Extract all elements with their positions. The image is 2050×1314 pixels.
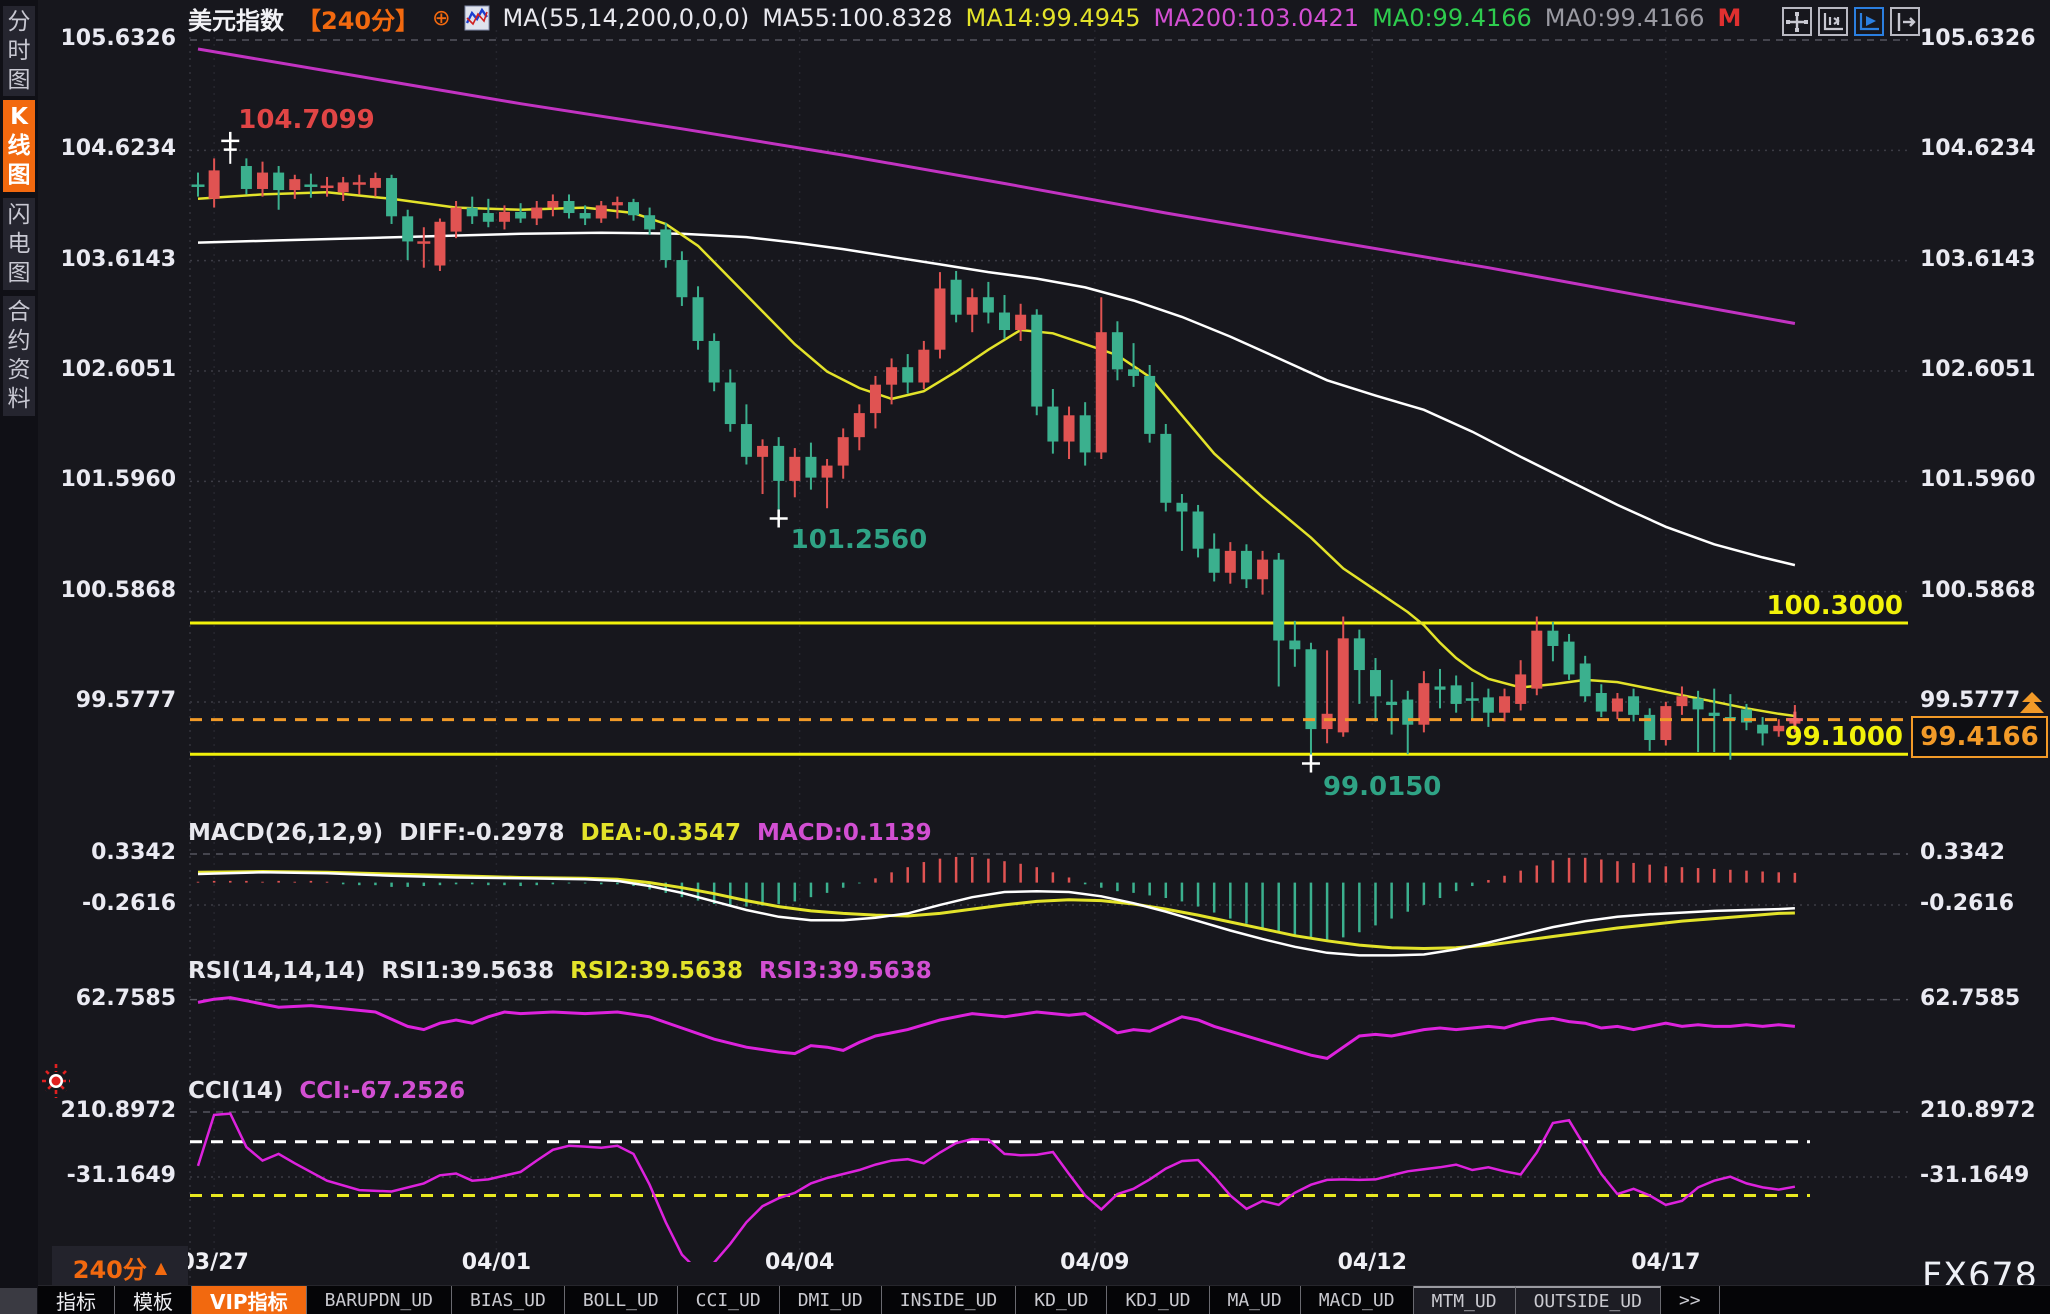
indicator-tab-VIP[interactable]: VIP指标: [192, 1286, 307, 1314]
main-axis-label: 101.5960: [60, 467, 176, 493]
ma-params: MA(55,14,200,0,0,0): [502, 4, 750, 32]
main-axis-label: 101.5960: [1920, 467, 2036, 493]
macd-diff-value: DIFF:-0.2978: [399, 820, 565, 846]
main-axis-label: 105.6326: [1920, 26, 2036, 51]
symbol-title: 美元指数: [188, 6, 284, 35]
rsi3-value: RSI3:39.5638: [758, 958, 932, 984]
indicator-tab-DMIUD[interactable]: DMI_UD: [780, 1286, 882, 1314]
main-axis-label: 103.6143: [1920, 246, 2036, 272]
rsi-axis-label: 62.7585: [1920, 985, 2021, 1011]
main-axis-label: 99.5777: [1920, 688, 2021, 713]
main-axis-label: 105.6326: [60, 26, 176, 51]
cci-axis-label: -31.1649: [1920, 1163, 2030, 1188]
indicator-tab-CCIUD[interactable]: CCI_UD: [678, 1286, 780, 1314]
chart-header: 美元指数 【240分】 ⊕ MA(55,14,200,0,0,0) MA55:1…: [188, 2, 1742, 35]
indicator-tab-MACDUD[interactable]: MACD_UD: [1301, 1286, 1414, 1314]
chart-toolbar: [1782, 7, 1920, 36]
cci-panel-title: CCI(14) CCI:-67.2526: [188, 1078, 465, 1104]
macd-title: MACD(26,12,9): [188, 820, 384, 846]
ma0-gray-value: MA0:99.4166: [1544, 4, 1705, 32]
extreme-price-label: 101.2560: [790, 524, 928, 555]
macd-axis-label: 0.3342: [1920, 840, 2005, 865]
cci-axis-label: -31.1649: [66, 1163, 176, 1188]
indicator-tab-MTMUD[interactable]: MTM_UD: [1413, 1286, 1516, 1314]
indicator-tab-BARUPDNUD[interactable]: BARUPDN_UD: [307, 1286, 452, 1314]
macd-axis-label: -0.2616: [81, 891, 176, 916]
pane-shift-icon[interactable]: [1890, 7, 1920, 36]
sidebar-tab-3[interactable]: 闪电图: [3, 198, 35, 290]
indicator-tab-INSIDEUD[interactable]: INSIDE_UD: [882, 1286, 1017, 1314]
cci-axis-label: 210.8972: [60, 1098, 176, 1123]
x-axis-date: 04/17: [1631, 1250, 1701, 1275]
main-axis-label: 100.5868: [1920, 577, 2036, 603]
indicator-tab-KDUD[interactable]: KD_UD: [1016, 1286, 1108, 1314]
indicator-tab-BOLLUD[interactable]: BOLL_UD: [565, 1286, 678, 1314]
main-axis-label: 102.6051: [60, 357, 176, 382]
ma-indicator-icon[interactable]: [464, 5, 490, 31]
sidebar-tab-1[interactable]: 分时图: [3, 6, 35, 96]
macd-axis-label: 0.3342: [91, 840, 176, 865]
m-indicator-label: M: [1717, 4, 1742, 32]
ma0-green-value: MA0:99.4166: [1372, 4, 1532, 32]
extreme-price-label: 104.7099: [238, 104, 375, 135]
resistance-label: 100.3000: [1766, 591, 1903, 622]
macd-panel-title: MACD(26,12,9) DIFF:-0.2978 DEA:-0.3547 M…: [188, 820, 932, 846]
cci-value: CCI:-67.2526: [299, 1078, 466, 1104]
rsi-title: RSI(14,14,14): [188, 958, 366, 984]
rsi-axis-label: 62.7585: [75, 985, 176, 1011]
ma55-value: MA55:100.8328: [762, 4, 953, 32]
period-selector-label: 240分: [72, 1255, 147, 1284]
indicator-tabbar: 指标 模板 VIP指标 BARUPDN_UD BIAS_UD BOLL_UD CCI_UD D…: [38, 1285, 2050, 1314]
main-axis-label: 100.5868: [60, 577, 176, 603]
support-label: 99.1000: [1784, 722, 1903, 753]
main-axis-label: 104.6234: [1920, 136, 2036, 162]
macd-dea-value: DEA:-0.3547: [580, 820, 742, 846]
add-compare-icon[interactable]: ⊕: [432, 5, 451, 31]
cci-title: CCI(14): [188, 1078, 284, 1104]
indicator-tab-[interactable]: 模板: [115, 1286, 192, 1314]
main-axis-label: 99.5777: [75, 688, 176, 713]
rsi-panel-title: RSI(14,14,14) RSI1:39.5638 RSI2:39.5638 …: [188, 958, 932, 984]
macd-axis-label: -0.2616: [1920, 891, 2015, 916]
last-price-box: 99.4166: [1911, 716, 2048, 758]
x-axis-date: 04/04: [765, 1250, 835, 1275]
main-axis-label: 104.6234: [60, 136, 176, 162]
main-axis-label: 102.6051: [1920, 357, 2036, 382]
indicator-tab-[interactable]: 指标: [38, 1286, 115, 1314]
sidebar-tab-4[interactable]: 合约资料: [3, 296, 35, 416]
cci-axis-label: 210.8972: [1920, 1098, 2036, 1123]
x-axis-date: 03/27: [179, 1250, 249, 1275]
extreme-price-label: 99.0150: [1322, 771, 1442, 802]
indicator-tab-BIASUD[interactable]: BIAS_UD: [452, 1286, 565, 1314]
indicator-tab-[interactable]: >>: [1661, 1286, 1720, 1314]
ma200-value: MA200:103.0421: [1153, 4, 1360, 32]
macd-value: MACD:0.1139: [757, 820, 932, 846]
x-axis-date: 04/01: [461, 1250, 532, 1275]
rsi1-value: RSI1:39.5638: [381, 958, 555, 984]
x-axis-date: 04/09: [1060, 1250, 1130, 1275]
period-label[interactable]: 【240分】: [297, 6, 420, 35]
scrollbar-corner: [0, 1288, 37, 1314]
period-selector[interactable]: 240分 ▲: [52, 1246, 188, 1288]
crosshair-move-icon[interactable]: [1782, 7, 1812, 36]
indicator-tab-KDJUD[interactable]: KDJ_UD: [1107, 1286, 1210, 1314]
auto-scale-icon[interactable]: [1854, 7, 1884, 36]
ma14-value: MA14:99.4945: [965, 4, 1141, 32]
main-axis-label: 103.6143: [60, 246, 176, 272]
axis-range-icon[interactable]: [1818, 7, 1848, 36]
period-selector-arrow: ▲: [154, 1257, 168, 1277]
alert-blink-icon[interactable]: [38, 1062, 74, 1100]
indicator-tab-MAUD[interactable]: MA_UD: [1210, 1286, 1301, 1314]
rsi2-value: RSI2:39.5638: [570, 958, 743, 984]
x-axis-date: 04/12: [1337, 1250, 1407, 1275]
indicator-tab-OUTSIDEUD[interactable]: OUTSIDE_UD: [1515, 1286, 1661, 1314]
